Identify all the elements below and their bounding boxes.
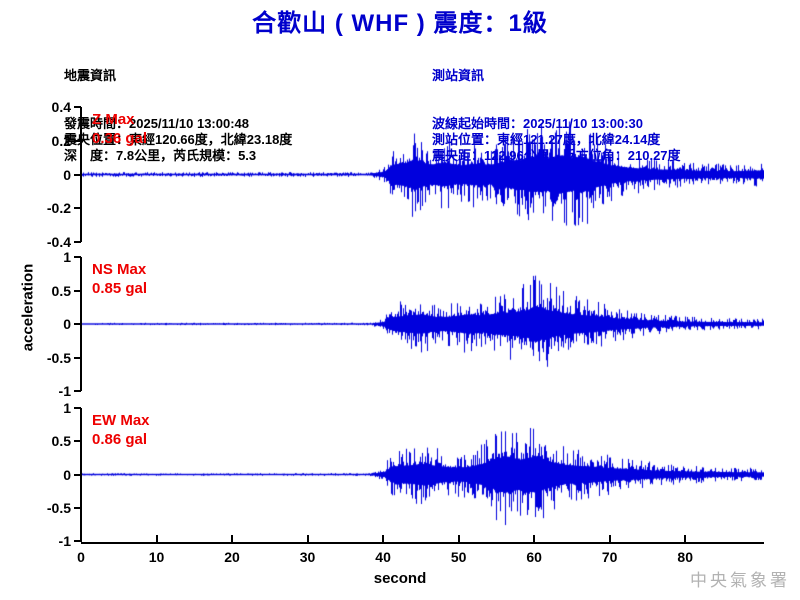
x-axis-title: second — [373, 570, 427, 587]
x-tick-label: 30 — [299, 549, 316, 565]
y-tick-label-z: -0.4 — [46, 234, 71, 250]
earthquake-info-heading: 地震資訊 — [64, 68, 117, 83]
peak-label-value-ns: 0.85 gal — [92, 280, 148, 297]
peak-label-value-z: 0.36 gal — [92, 130, 148, 147]
y-tick-label-z: 0.4 — [51, 99, 71, 115]
peak-label-ns: NS Max 0.85 gal — [92, 260, 147, 298]
y-axis-spine-ew — [80, 408, 82, 541]
peak-label-ew: EW Max 0.86 gal — [92, 411, 150, 449]
x-tick — [382, 535, 385, 542]
y-tick-z — [74, 106, 81, 108]
x-axis-line — [81, 542, 764, 544]
y-tick-ns — [74, 356, 81, 359]
x-tick — [231, 535, 234, 542]
y-tick-label-ns: 0 — [63, 316, 71, 332]
y-tick-z — [74, 241, 81, 243]
y-tick-ew — [74, 407, 81, 409]
peak-label-z: Z Max 0.36 gal — [92, 110, 147, 148]
peak-label-name-ew: EW Max — [92, 412, 150, 429]
waveform-canvas-ns — [82, 257, 764, 391]
x-tick — [306, 535, 309, 542]
x-tick-label: 70 — [601, 549, 618, 565]
waveform-canvas-ew — [82, 408, 764, 541]
y-tick-ns — [74, 390, 81, 392]
x-tick-label: 0 — [77, 549, 85, 565]
y-tick-label-ns: 0.5 — [51, 282, 71, 299]
y-tick-z — [74, 207, 81, 210]
y-tick-label-z: 0.2 — [51, 132, 71, 149]
y-tick-ew — [74, 506, 81, 509]
x-tick — [80, 535, 82, 542]
y-tick-label-ns: -1 — [58, 383, 71, 399]
y-axis-spine-z — [80, 107, 82, 242]
y-tick-label-z: -0.2 — [46, 200, 71, 217]
x-tick-label: 80 — [677, 549, 693, 565]
y-tick-label-z: 0 — [63, 166, 71, 183]
station-info-heading: 測站資訊 — [432, 68, 485, 83]
peak-label-value-ew: 0.86 gal — [92, 431, 148, 448]
waveform-canvas-z — [82, 107, 764, 242]
x-tick — [533, 535, 536, 542]
y-tick-label-ns: -0.5 — [46, 349, 71, 366]
y-axis-spine-ns — [80, 257, 82, 391]
x-tick — [457, 535, 460, 542]
agency-watermark: 中央氣象署 — [690, 571, 790, 590]
x-tick — [684, 535, 687, 542]
y-tick-label-ew: 1 — [63, 400, 71, 416]
y-tick-label-ew: 0 — [63, 466, 71, 483]
y-axis-title: acceleration — [19, 263, 37, 352]
x-tick-label: 60 — [526, 549, 542, 565]
x-tick-label: 10 — [148, 549, 165, 565]
peak-label-name-ns: NS Max — [92, 261, 147, 278]
y-tick-label-ew: -0.5 — [46, 499, 71, 516]
y-tick-ew — [74, 473, 81, 476]
y-tick-label-ew: 0.5 — [51, 433, 71, 450]
x-tick — [155, 535, 158, 542]
y-tick-ew — [74, 540, 81, 542]
x-tick — [608, 535, 611, 542]
x-tick-label: 40 — [375, 549, 391, 565]
peak-label-name-z: Z Max — [92, 111, 135, 128]
y-tick-z — [74, 139, 81, 142]
y-tick-ns — [74, 289, 81, 292]
y-tick-label-ew: -1 — [58, 533, 71, 549]
y-tick-ew — [74, 440, 81, 443]
y-tick-ns — [74, 323, 81, 325]
x-tick-label: 50 — [450, 549, 467, 565]
y-tick-ns — [74, 256, 81, 258]
y-tick-z — [74, 173, 81, 176]
y-tick-label-ns: 1 — [63, 249, 71, 265]
x-tick-label: 20 — [224, 549, 240, 565]
page-title: 合歡山 ( WHF ) 震度：1級 — [252, 10, 548, 37]
